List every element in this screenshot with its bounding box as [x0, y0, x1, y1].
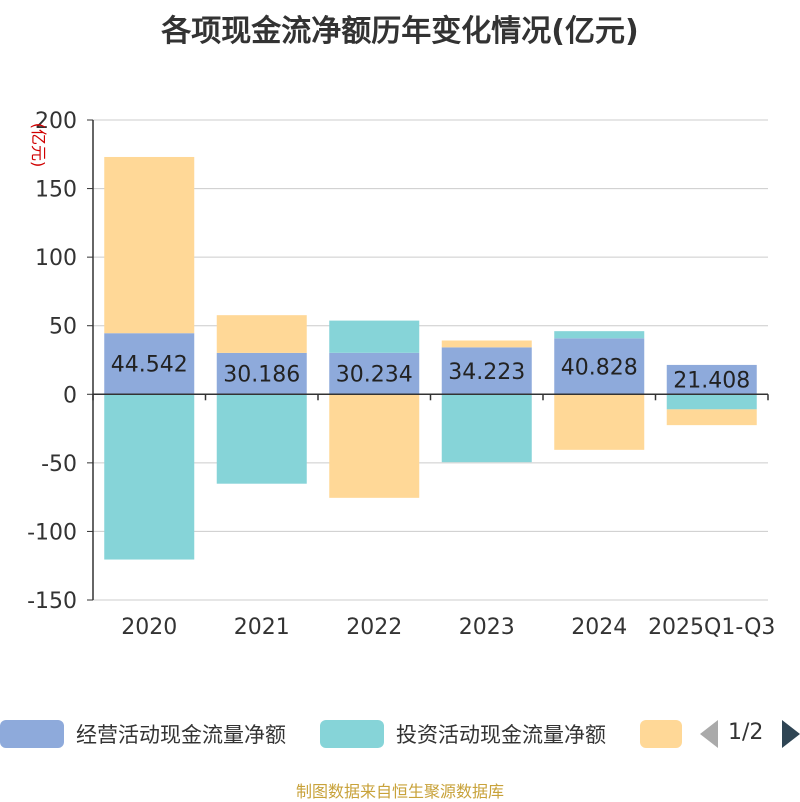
bar-operating-2025Q1-Q3[interactable]	[666, 364, 757, 395]
bar-financing-2025Q1-Q3[interactable]	[666, 409, 757, 426]
x-tick-label: 2023	[459, 615, 515, 640]
legend: 经营活动现金流量净额 投资活动现金流量净额 1/2	[0, 712, 800, 756]
y-tick-label: -100	[27, 520, 77, 545]
data-label: 30.186	[223, 363, 300, 388]
bar-investing-2025Q1-Q3[interactable]	[666, 394, 757, 410]
bar-operating-2021[interactable]	[216, 352, 307, 395]
legend-item-financing[interactable]	[640, 712, 682, 756]
data-label: 44.542	[111, 353, 188, 378]
bar-financing-2021[interactable]	[216, 315, 307, 353]
y-tick-label: 50	[49, 315, 77, 340]
legend-swatch-financing	[640, 720, 682, 748]
y-tick-label: 200	[35, 109, 77, 134]
y-tick-label: 0	[63, 383, 77, 408]
bar-investing-2022[interactable]	[329, 320, 420, 353]
y-tick-label: 100	[35, 246, 77, 271]
x-tick-label: 2021	[234, 615, 290, 640]
legend-prev-page-icon[interactable]	[700, 720, 718, 748]
y-tick-label: 150	[35, 178, 77, 203]
bar-financing-2023[interactable]	[441, 340, 532, 348]
bar-operating-2022[interactable]	[329, 352, 420, 395]
y-axis-label: (亿元)	[29, 123, 48, 168]
x-tick-label: 2020	[121, 615, 177, 640]
legend-item-investing[interactable]: 投资活动现金流量净额	[320, 712, 606, 756]
data-label: 30.234	[336, 363, 413, 388]
bar-financing-2020[interactable]	[104, 156, 195, 334]
legend-swatch-investing	[320, 720, 384, 748]
bar-operating-2023[interactable]	[441, 347, 532, 395]
data-label: 34.223	[448, 360, 525, 385]
data-label: 21.408	[673, 369, 750, 394]
x-tick-label: 2024	[571, 615, 627, 640]
bar-operating-2020[interactable]	[104, 333, 195, 395]
legend-page-indicator: 1/2	[728, 720, 764, 745]
chart-title: 各项现金流净额历年变化情况(亿元)	[161, 14, 639, 49]
data-label: 40.828	[561, 355, 638, 380]
bar-investing-2020[interactable]	[104, 394, 195, 560]
x-tick-label: 2025Q1-Q3	[648, 615, 775, 640]
chart-plot-area: 200 150 100 50 0 -50 -100 -150 (亿元) 2020 2021 2022…	[27, 109, 775, 640]
y-tick-label: -150	[27, 589, 77, 614]
bar-financing-2022[interactable]	[329, 394, 420, 498]
bar-financing-2024[interactable]	[554, 394, 645, 450]
legend-label-investing: 投资活动现金流量净额	[396, 723, 606, 747]
bar-investing-2021[interactable]	[216, 394, 307, 484]
y-tick-label: -50	[41, 452, 77, 477]
legend-label-operating: 经营活动现金流量净额	[76, 723, 286, 747]
source-note: 制图数据来自恒生聚源数据库	[295, 782, 504, 801]
x-tick-label: 2022	[346, 615, 402, 640]
bar-investing-2023[interactable]	[441, 394, 532, 463]
bar-investing-2024[interactable]	[554, 331, 645, 339]
legend-next-page-icon[interactable]	[782, 720, 800, 748]
legend-item-operating[interactable]: 经营活动现金流量净额	[0, 712, 286, 756]
bar-operating-2024[interactable]	[554, 338, 645, 395]
legend-swatch-operating	[0, 720, 64, 748]
